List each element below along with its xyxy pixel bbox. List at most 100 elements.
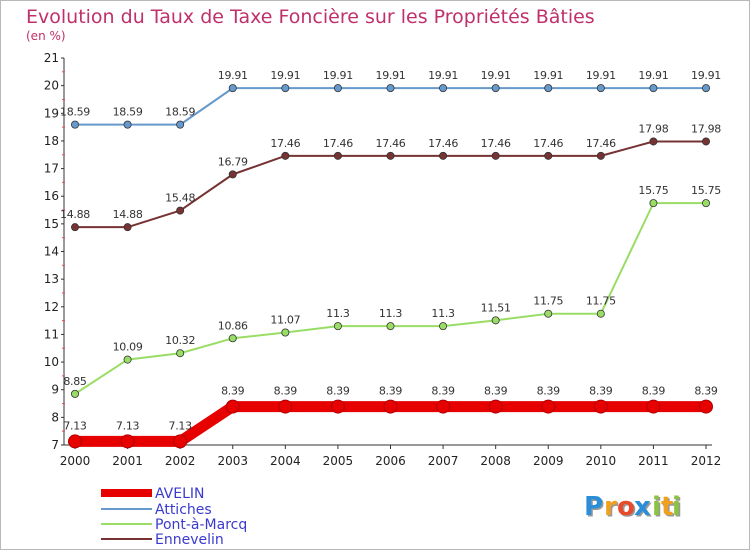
y-tick-label: 10 xyxy=(44,355,59,369)
legend-label: Ennevelin xyxy=(155,532,224,548)
data-point xyxy=(123,223,132,232)
legend-label: Pont-à-Marcq xyxy=(155,517,247,533)
data-point xyxy=(541,399,556,414)
data-point xyxy=(491,84,500,93)
data-point xyxy=(491,316,500,325)
data-point xyxy=(176,206,185,215)
y-tick-label: 20 xyxy=(44,79,59,93)
y-tick-label: 21 xyxy=(44,51,59,65)
y-tick-label: 15 xyxy=(44,217,59,231)
data-label: 10.32 xyxy=(165,334,195,347)
logo-letter-shadow: r xyxy=(606,494,619,524)
data-label: 11.3 xyxy=(431,307,455,320)
data-point xyxy=(228,84,237,93)
y-tick-label: 16 xyxy=(44,189,59,203)
data-point xyxy=(333,322,342,331)
data-point xyxy=(278,399,293,414)
data-label: 19.91 xyxy=(533,69,563,82)
legend-item: Attiches xyxy=(101,502,212,518)
series-pont-marcq: 8.85 10.09 10.32 10.86 11.07 11.3 11.3 11.3 11.5… xyxy=(63,184,722,398)
data-label: 11.3 xyxy=(379,307,403,320)
data-point xyxy=(228,334,237,343)
data-label: 17.46 xyxy=(323,137,353,150)
data-point xyxy=(333,151,342,160)
data-label: 11.75 xyxy=(586,295,616,308)
data-label: 19.91 xyxy=(270,69,300,82)
legend-label: AVELIN xyxy=(155,486,205,502)
data-label: 8.39 xyxy=(537,385,561,398)
y-tick-label: 8 xyxy=(51,410,59,424)
data-label: 17.46 xyxy=(376,137,406,150)
x-tick-label: 2000 xyxy=(60,454,91,468)
data-point xyxy=(173,434,188,449)
data-point xyxy=(386,322,395,331)
data-point xyxy=(699,399,713,414)
data-label: 8.39 xyxy=(221,385,245,398)
data-point xyxy=(491,151,500,160)
data-label: 14.88 xyxy=(60,208,90,221)
data-point xyxy=(333,84,342,93)
y-tick-label: 7 xyxy=(51,438,59,452)
series-attiches: 18.59 18.59 18.59 19.91 19.91 19.91 19.91 19.91… xyxy=(60,69,721,129)
data-point xyxy=(123,120,132,129)
data-point xyxy=(225,399,240,414)
data-point xyxy=(71,120,80,129)
x-tick-label: 2007 xyxy=(428,454,459,468)
data-point xyxy=(544,84,553,93)
series-ennevelin: 14.88 14.88 15.48 16.79 17.46 17.46 17.46 17.46… xyxy=(60,122,722,232)
data-label: 8.39 xyxy=(379,385,403,398)
data-point xyxy=(646,399,661,414)
y-tick-label: 13 xyxy=(44,272,59,286)
data-label: 8.39 xyxy=(274,385,298,398)
y-tick-label: 12 xyxy=(44,300,59,314)
data-point xyxy=(71,223,80,232)
data-label: 11.07 xyxy=(270,313,300,326)
data-point xyxy=(439,151,448,160)
y-tick-label: 17 xyxy=(44,162,59,176)
data-point xyxy=(281,151,290,160)
data-point xyxy=(596,84,605,93)
data-label: 11.75 xyxy=(533,295,563,308)
logo-letter-shadow: i xyxy=(654,494,663,524)
x-tick-label: 2012 xyxy=(691,454,722,468)
data-label: 8.39 xyxy=(326,385,350,398)
data-point xyxy=(649,84,658,93)
logo-letter-shadow: P xyxy=(586,494,605,524)
data-point xyxy=(702,199,711,208)
data-label: 15.75 xyxy=(691,184,721,197)
logo-letter: t xyxy=(661,492,673,522)
data-label: 15.48 xyxy=(165,192,195,205)
data-point xyxy=(596,309,605,318)
data-label: 7.13 xyxy=(63,419,87,432)
logo-letter: P xyxy=(584,492,603,522)
data-point xyxy=(593,399,608,414)
data-label: 8.39 xyxy=(694,385,718,398)
data-point xyxy=(176,349,185,358)
x-tick-label: 2001 xyxy=(112,454,143,468)
data-label: 17.46 xyxy=(481,137,511,150)
data-point xyxy=(544,151,553,160)
data-label: 7.13 xyxy=(116,419,140,432)
data-label: 8.39 xyxy=(484,385,508,398)
data-point xyxy=(330,399,345,414)
data-label: 14.88 xyxy=(113,208,143,221)
data-label: 18.59 xyxy=(113,106,143,119)
legend-item: Ennevelin xyxy=(101,532,224,548)
data-label: 19.91 xyxy=(428,69,458,82)
data-point xyxy=(488,399,503,414)
data-label: 19.91 xyxy=(638,69,668,82)
data-label: 19.91 xyxy=(586,69,616,82)
data-label: 19.91 xyxy=(481,69,511,82)
x-tick-label: 2008 xyxy=(480,454,511,468)
logo-letter: i xyxy=(672,492,681,522)
y-tick-label: 18 xyxy=(44,134,59,148)
logo-letter: r xyxy=(604,492,617,522)
data-label: 7.13 xyxy=(169,419,193,432)
data-label: 11.3 xyxy=(326,307,350,320)
data-label: 17.98 xyxy=(638,122,668,135)
data-label: 8.39 xyxy=(589,385,613,398)
data-label: 18.59 xyxy=(165,106,195,119)
x-tick-label: 2002 xyxy=(165,454,196,468)
